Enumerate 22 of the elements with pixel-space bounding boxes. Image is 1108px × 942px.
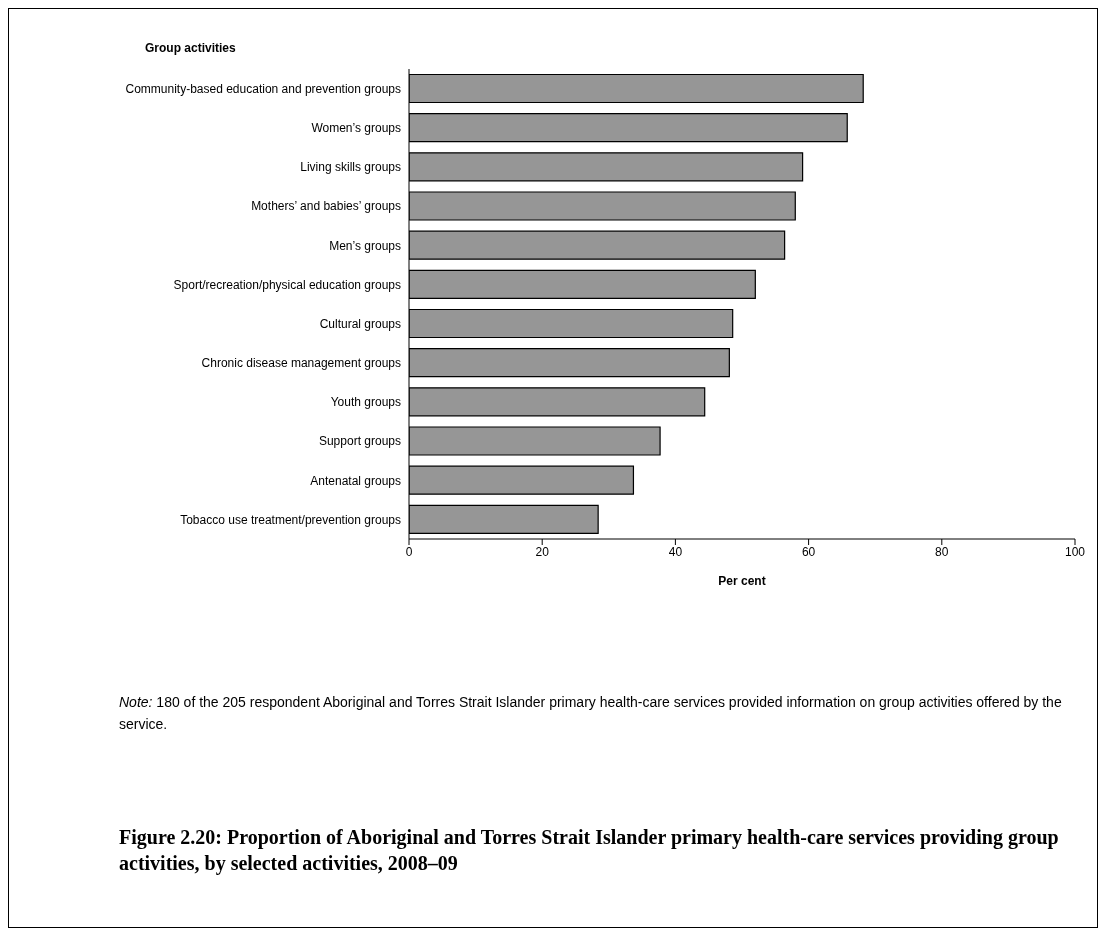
x-tick-label: 20 — [535, 544, 550, 559]
y-tick-label: Support groups — [318, 434, 401, 449]
y-tick-label: Sport/recreation/physical education groups — [173, 277, 401, 292]
y-tick-label: Chronic disease management groups — [201, 356, 401, 371]
y-tick-label: Youth groups — [330, 395, 401, 410]
y-tick-label: Antenatal groups — [310, 473, 401, 488]
x-tick-label: 100 — [1064, 544, 1086, 559]
y-tick-label: Cultural groups — [319, 316, 401, 331]
x-tick-label: 40 — [668, 544, 683, 559]
x-tick-label: 60 — [801, 544, 816, 559]
x-axis-title: Per cent — [718, 574, 766, 588]
y-tick-label: Mothers’ and babies’ groups — [251, 199, 401, 214]
x-tick-label: 80 — [935, 544, 949, 559]
text: Note: 180 of the 205 respondent Aboriginal and Torres Strait Islander primary health-care services provided information on group activities offered by the service. — [119, 694, 1062, 732]
y-tick-label: Tobacco use treatment/prevention groups — [180, 512, 401, 527]
text: Figure 2.20: Proportion of Aboriginal and Torres Strait Islander primary health-care services providing group activities, by selected activities, 2008–09 — [119, 825, 1060, 876]
y-tick-label: Community-based education and prevention groups — [125, 81, 401, 96]
y-tick-label: Women’s groups — [311, 121, 401, 136]
y-axis-title: Group activities — [145, 41, 236, 55]
y-tick-label: Living skills groups — [300, 160, 401, 175]
y-tick-label: Men’s groups — [329, 238, 401, 253]
x-tick-label: 0 — [405, 544, 413, 559]
